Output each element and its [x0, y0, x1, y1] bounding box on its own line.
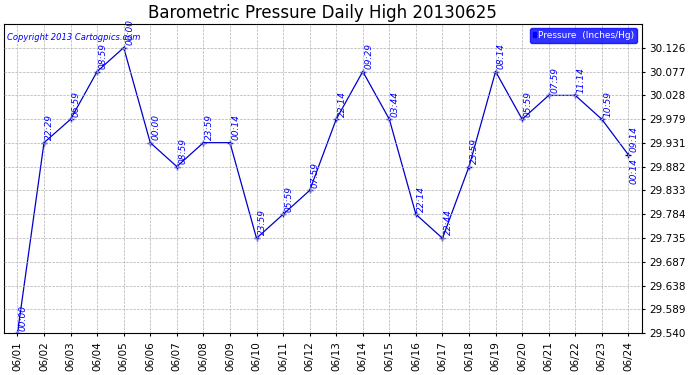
Text: 05:59: 05:59 [524, 90, 533, 117]
Text: 03:44: 03:44 [391, 90, 400, 117]
Text: Copyright 2013 Cartogpics.com: Copyright 2013 Cartogpics.com [8, 33, 141, 42]
Text: 09:14: 09:14 [630, 126, 639, 152]
Text: 11:14: 11:14 [577, 67, 586, 93]
Text: 22:14: 22:14 [417, 186, 426, 211]
Text: 00:14: 00:14 [231, 114, 240, 140]
Text: 07:59: 07:59 [311, 162, 320, 188]
Text: 08:59: 08:59 [99, 43, 108, 69]
Text: 10:59: 10:59 [603, 90, 612, 117]
Text: 08:59: 08:59 [178, 138, 187, 164]
Text: 06:59: 06:59 [72, 90, 81, 117]
Text: 22:29: 22:29 [46, 114, 55, 140]
Text: 22:14: 22:14 [337, 90, 346, 117]
Legend: Pressure  (Inches/Hg): Pressure (Inches/Hg) [530, 28, 637, 43]
Text: 08:14: 08:14 [497, 43, 506, 69]
Text: 23:59: 23:59 [205, 114, 214, 140]
Text: 22:44: 22:44 [444, 210, 453, 236]
Text: 23:59: 23:59 [471, 138, 480, 164]
Text: 00:14: 00:14 [630, 158, 639, 184]
Text: 00:00: 00:00 [19, 304, 28, 330]
Title: Barometric Pressure Daily High 20130625: Barometric Pressure Daily High 20130625 [148, 4, 497, 22]
Text: 00:00: 00:00 [152, 114, 161, 140]
Text: 05:59: 05:59 [284, 186, 293, 211]
Text: 09:29: 09:29 [364, 43, 373, 69]
Text: 23:59: 23:59 [258, 210, 267, 236]
Text: 07:59: 07:59 [550, 67, 559, 93]
Text: 00:00: 00:00 [125, 19, 134, 45]
